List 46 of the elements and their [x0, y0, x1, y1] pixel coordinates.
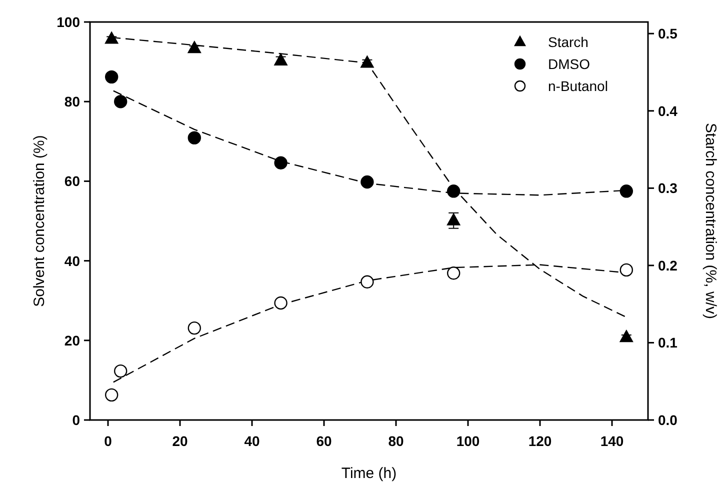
x-axis-title: Time (h)	[341, 465, 397, 482]
point	[114, 364, 128, 378]
point	[274, 156, 288, 170]
point	[360, 175, 374, 189]
y-axis-title: Solvent concentration (%)	[31, 135, 48, 307]
x-tick-label: 120	[528, 433, 552, 449]
point	[105, 70, 118, 84]
x-tick-label: 20	[172, 433, 188, 449]
y-tick-label: 20	[64, 332, 80, 348]
x-tick-label: 80	[388, 433, 404, 449]
point	[620, 263, 633, 277]
point	[274, 53, 288, 66]
point	[620, 330, 633, 342]
point	[447, 266, 460, 280]
y2-tick-label: 0.5	[658, 26, 678, 42]
y2-tick-label: 0.3	[658, 180, 678, 196]
legend-label: DMSO	[548, 56, 590, 72]
point	[188, 41, 201, 54]
y2-tick-label: 0.2	[658, 257, 678, 274]
point	[188, 321, 201, 335]
x-tick-label: 100	[456, 433, 480, 449]
point	[620, 184, 633, 198]
y-tick-label: 80	[64, 94, 80, 110]
y2-tick-label: 0.4	[658, 102, 678, 119]
x-tick-label: 0	[104, 433, 112, 449]
y-tick-label: 0	[72, 412, 80, 428]
x-tick-label: 140	[600, 433, 624, 449]
point	[447, 213, 460, 226]
x-tick-label: 40	[244, 433, 260, 449]
y-tick-label: 40	[64, 252, 80, 269]
legend-label: n-Butanol	[548, 78, 608, 94]
y2-tick-label: 0.1	[658, 334, 678, 351]
point	[105, 32, 118, 44]
y2-tick-label: 0.0	[658, 412, 678, 428]
point	[105, 388, 118, 402]
point	[447, 184, 460, 198]
point	[360, 275, 374, 288]
y-tick-label: 100	[56, 14, 80, 30]
legend-label: Starch	[548, 34, 588, 50]
x-tick-label: 60	[316, 433, 332, 449]
point	[274, 296, 288, 310]
y2-axis-title: Starch concentration (%, w/v)	[702, 123, 719, 319]
y-tick-label: 60	[64, 173, 80, 190]
point	[188, 131, 201, 144]
point	[114, 95, 128, 108]
point	[360, 56, 374, 68]
